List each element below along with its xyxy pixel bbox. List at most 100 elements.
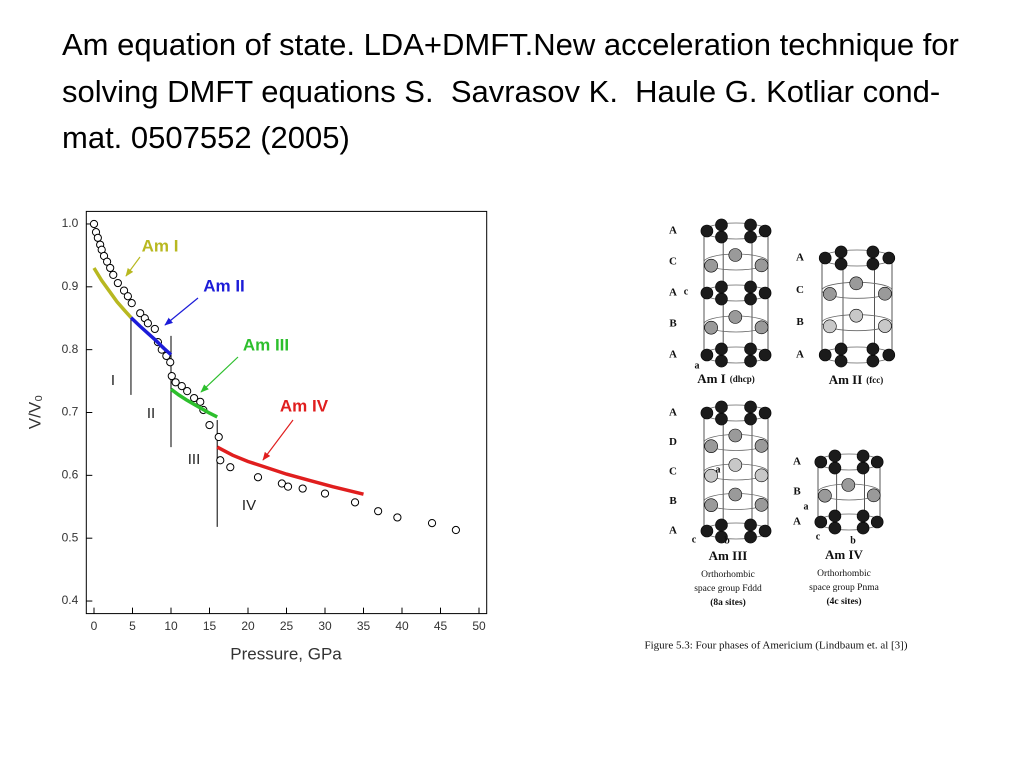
layer-label: A (793, 516, 801, 528)
x-axis-label: Pressure, GPa (230, 644, 342, 663)
data-point (123, 292, 132, 301)
atom (744, 230, 757, 244)
axis-letter: b (850, 535, 856, 546)
y-tick-label: 0.7 (62, 405, 79, 419)
data-point (89, 219, 99, 229)
atom (828, 521, 842, 535)
annotation-arrow (200, 356, 239, 393)
atom (834, 257, 848, 271)
layer-label: B (793, 486, 801, 498)
atom (866, 245, 880, 259)
y-tick-label: 0.6 (62, 468, 79, 482)
data-point (143, 319, 152, 328)
axis-letter: c (816, 531, 821, 542)
layer-outline (703, 522, 769, 540)
atom (841, 478, 856, 492)
atom (856, 461, 870, 475)
figure-caption: Figure 5.3: Four phases of Americium (Li… (644, 640, 907, 652)
crystal-structure (818, 245, 896, 368)
atom (704, 439, 718, 453)
atom (728, 248, 743, 262)
atom (754, 258, 769, 273)
crystal-structure (700, 218, 772, 368)
data-point (196, 397, 205, 406)
phase-note: (8a sites) (710, 597, 746, 608)
layer-outline (821, 346, 893, 364)
atom (715, 412, 728, 426)
layer-label: C (669, 256, 677, 268)
atom (818, 348, 832, 362)
phase-name: Am I (dhcp) (697, 371, 755, 388)
atom (849, 276, 864, 291)
layer-outline (703, 346, 769, 364)
atom (758, 348, 772, 362)
data-point (177, 382, 186, 391)
atom (700, 406, 714, 420)
data-point (226, 463, 235, 472)
y-tick-label: 0.5 (62, 530, 79, 544)
atom (700, 524, 714, 538)
data-point (127, 299, 136, 308)
data-point (93, 233, 102, 242)
data-point (320, 489, 330, 498)
x-tick-label: 50 (472, 619, 486, 633)
curve-label: Am III (243, 335, 289, 354)
data-point (214, 432, 223, 442)
slide-title: Am equation of state. LDA+DMFT.New accel… (62, 27, 968, 155)
data-point (136, 309, 145, 318)
phase-label: III (188, 451, 201, 468)
model-curve (216, 445, 364, 496)
atom (882, 251, 896, 265)
phase-note: Orthorhombic (701, 570, 755, 580)
axis-letter: a (716, 464, 721, 475)
atom (818, 251, 832, 265)
atom (878, 286, 892, 301)
atom (704, 258, 718, 273)
atom (866, 488, 881, 503)
annotation-arrow (262, 419, 294, 461)
data-point (109, 270, 118, 279)
atom (814, 515, 828, 529)
axis-letter: a (804, 501, 809, 512)
atom (715, 292, 728, 306)
crystal-structure (700, 400, 772, 544)
layer-label: A (669, 525, 677, 537)
y-tick-label: 0.9 (62, 279, 79, 293)
layer-label: D (669, 436, 677, 448)
curve-label: Am IV (280, 396, 329, 415)
layer-outline (703, 222, 769, 240)
y-tick-label: 1.0 (62, 216, 79, 230)
axis-letter: c (684, 286, 689, 297)
phase-note: space group Pnma (809, 583, 879, 593)
atom (744, 218, 757, 232)
x-tick-label: 35 (357, 619, 371, 633)
x-tick-label: 45 (434, 619, 448, 633)
atom (758, 524, 772, 538)
atom (744, 530, 757, 544)
data-point (150, 324, 159, 334)
phase-name-main: Am IV (825, 547, 864, 562)
annotation-arrow (125, 256, 141, 277)
atom (700, 224, 714, 238)
atom (856, 521, 870, 535)
layer-label: B (669, 318, 677, 330)
axis-letter: a (695, 360, 700, 371)
atom (715, 354, 728, 368)
data-point (216, 456, 225, 465)
data-point (171, 378, 180, 387)
layer-label: A (796, 349, 804, 361)
x-tick-label: 40 (395, 619, 409, 633)
atom (814, 455, 828, 469)
atom (715, 230, 728, 244)
y-tick-label: 0.4 (62, 593, 79, 607)
atom (856, 449, 870, 463)
atom (744, 280, 757, 294)
atom (823, 319, 837, 334)
curve-label: Am II (203, 276, 245, 295)
atom (715, 400, 728, 414)
atom (856, 509, 870, 523)
atom (728, 310, 743, 324)
x-tick-label: 25 (280, 619, 294, 633)
data-point (451, 525, 460, 535)
data-point (427, 519, 437, 528)
